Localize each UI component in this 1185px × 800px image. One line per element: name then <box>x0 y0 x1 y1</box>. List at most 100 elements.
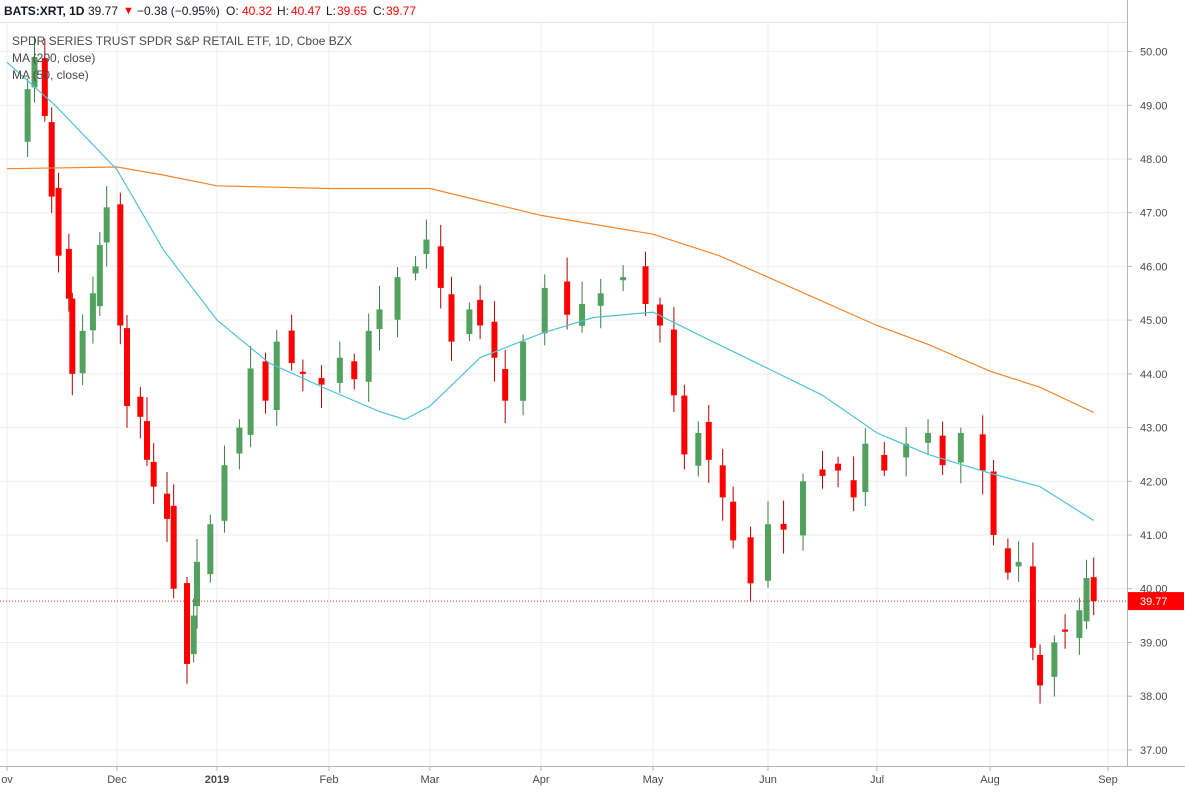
candle-body[interactable] <box>164 493 170 519</box>
candle-body[interactable] <box>124 328 130 407</box>
candle-body[interactable] <box>1062 629 1069 632</box>
candle-body[interactable] <box>318 378 325 385</box>
candle-body[interactable] <box>351 361 358 380</box>
candle-body[interactable] <box>288 330 295 364</box>
candle-body[interactable] <box>502 369 509 401</box>
candle-body[interactable] <box>862 443 869 493</box>
candle-body[interactable] <box>800 481 807 536</box>
candle-body[interactable] <box>990 471 997 536</box>
candle-body[interactable] <box>376 309 383 329</box>
candle-body[interactable] <box>41 58 48 117</box>
candle-body[interactable] <box>1004 548 1011 573</box>
candle-body[interactable] <box>336 357 343 383</box>
candle-body[interactable] <box>24 89 31 142</box>
candle-body[interactable] <box>65 248 72 299</box>
candle-body[interactable] <box>137 396 144 417</box>
candle-body[interactable] <box>491 321 498 358</box>
candle-body[interactable] <box>642 266 649 305</box>
last-price-label: 39.77 <box>1140 596 1168 608</box>
candle-body[interactable] <box>719 465 726 498</box>
candle-body[interactable] <box>620 277 627 281</box>
candle-body[interactable] <box>273 341 280 410</box>
candle-body[interactable] <box>184 583 190 664</box>
candle-body[interactable] <box>299 371 306 374</box>
candle-body[interactable] <box>89 293 96 331</box>
candle-body[interactable] <box>221 465 228 521</box>
high-value: 40.47 <box>291 4 322 18</box>
candle-body[interactable] <box>564 281 571 315</box>
candle-body[interactable] <box>365 330 372 382</box>
candle-body[interactable] <box>477 299 484 326</box>
candle-body[interactable] <box>903 443 910 458</box>
candle-body[interactable] <box>69 298 76 374</box>
candle-body[interactable] <box>103 207 110 243</box>
candle-body[interactable] <box>466 309 473 335</box>
candle-body[interactable] <box>144 421 150 460</box>
last-price-badge <box>1128 592 1184 611</box>
candle-body[interactable] <box>423 239 430 255</box>
x-tick-label: May <box>643 774 664 786</box>
chart-title: SPDR SERIES TRUST SPDR S&P RETAIL ETF, 1… <box>12 34 353 48</box>
time-axis[interactable] <box>0 766 1185 800</box>
candle-body[interactable] <box>1090 577 1097 602</box>
candle-body[interactable] <box>79 330 86 374</box>
candle-body[interactable] <box>925 432 932 443</box>
candle-body[interactable] <box>780 523 787 530</box>
x-tick-label: Aug <box>980 774 1000 786</box>
price-change: −0.38 (−0.95%) <box>137 4 220 18</box>
candle-body[interactable] <box>262 361 269 401</box>
candle-body[interactable] <box>31 56 38 88</box>
candle-body[interactable] <box>579 304 586 326</box>
candle-body[interactable] <box>96 244 103 307</box>
candle-body[interactable] <box>850 480 857 498</box>
candle-body[interactable] <box>541 287 548 334</box>
candle-body[interactable] <box>819 469 826 476</box>
candle-body[interactable] <box>1015 561 1022 567</box>
candle-body[interactable] <box>394 277 401 320</box>
candle-body[interactable] <box>730 501 737 541</box>
candle-body[interactable] <box>190 615 197 655</box>
x-tick-label: Apr <box>532 774 549 786</box>
symbol-label[interactable]: BATS:XRT, 1D <box>4 4 85 18</box>
candle-body[interactable] <box>939 435 946 466</box>
candle-body[interactable] <box>681 395 688 455</box>
x-tick-label: Dec <box>107 774 127 786</box>
candle-body[interactable] <box>695 432 702 466</box>
candle-body[interactable] <box>1076 610 1083 638</box>
candle-body[interactable] <box>437 246 444 288</box>
y-tick-label: 45.00 <box>1140 315 1168 327</box>
candle-body[interactable] <box>1083 577 1090 622</box>
candle-body[interactable] <box>670 329 677 396</box>
candle-body[interactable] <box>236 427 243 454</box>
candle-body[interactable] <box>1037 654 1044 686</box>
ma200-line[interactable] <box>6 166 1094 414</box>
ma50-legend[interactable]: MA (50, close) <box>12 68 89 82</box>
y-tick-label: 37.00 <box>1140 745 1168 757</box>
candle-body[interactable] <box>957 432 964 463</box>
ma200-legend[interactable]: MA (200, close) <box>12 51 96 65</box>
price-axis[interactable] <box>1127 22 1185 766</box>
candle-body[interactable] <box>881 454 888 471</box>
candle-body[interactable] <box>747 537 754 584</box>
candle-body[interactable] <box>597 293 604 306</box>
candle-body[interactable] <box>835 463 842 471</box>
candle-body[interactable] <box>247 368 254 435</box>
high-label: H: <box>277 4 289 18</box>
candle-body[interactable] <box>520 341 527 401</box>
candle-body[interactable] <box>207 524 214 575</box>
candle-body[interactable] <box>412 266 419 274</box>
candle-body[interactable] <box>705 421 712 460</box>
candle-body[interactable] <box>448 294 455 342</box>
candle-body[interactable] <box>194 561 200 607</box>
candle-body[interactable] <box>55 187 62 256</box>
candle-body[interactable] <box>979 434 986 471</box>
candle-body[interactable] <box>1051 642 1058 677</box>
candle-body[interactable] <box>765 524 771 581</box>
ma50-line[interactable] <box>6 61 1095 522</box>
candle-body[interactable] <box>1029 566 1036 648</box>
candle-body[interactable] <box>117 204 124 326</box>
candle-body[interactable] <box>170 505 177 589</box>
candle-body[interactable] <box>150 461 157 487</box>
candle-body[interactable] <box>48 122 55 197</box>
